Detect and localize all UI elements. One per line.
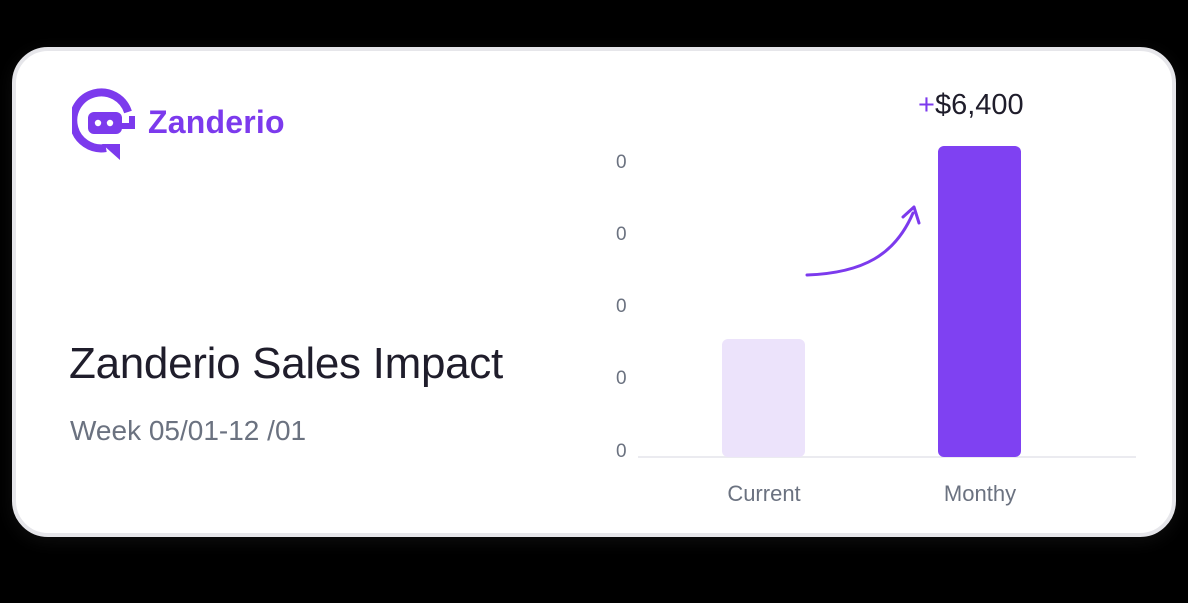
y-tick: 0 <box>616 368 627 389</box>
sales-impact-card: Zanderio Zanderio Sales Impact Week 05/0… <box>12 47 1176 537</box>
bar-chart: +$6,400 0 0 0 0 0 Current Monthy <box>596 81 1136 521</box>
y-tick: 0 <box>616 441 627 462</box>
curved-arrow-icon <box>803 193 923 288</box>
date-range: Week 05/01-12 /01 <box>70 415 307 446</box>
page-title: Zanderio Sales Impact <box>69 339 503 388</box>
chat-bot-bubble-icon <box>72 82 136 162</box>
bar-monthly <box>938 146 1021 457</box>
brand-name: Zanderio <box>148 103 285 140</box>
y-tick: 0 <box>616 152 627 173</box>
increase-value: $6,400 <box>934 89 1024 121</box>
x-label-monthly: Monthy <box>943 481 1017 506</box>
x-label-current: Current <box>727 481 801 506</box>
brand-logo: Zanderio <box>72 82 285 162</box>
plus-sign: + <box>918 89 935 121</box>
y-tick: 0 <box>616 224 627 245</box>
bar-current <box>722 339 805 457</box>
increase-annotation: +$6,400 <box>918 89 1024 122</box>
x-axis-line <box>638 456 1136 458</box>
y-tick: 0 <box>616 296 627 317</box>
